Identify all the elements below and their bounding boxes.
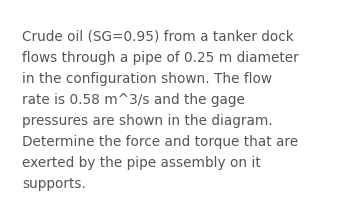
Text: exerted by the pipe assembly on it: exerted by the pipe assembly on it xyxy=(22,155,261,169)
Text: rate is 0.58 m^3/s and the gage: rate is 0.58 m^3/s and the gage xyxy=(22,93,245,106)
Text: pressures are shown in the diagram.: pressures are shown in the diagram. xyxy=(22,113,273,127)
Text: flows through a pipe of 0.25 m diameter: flows through a pipe of 0.25 m diameter xyxy=(22,51,299,65)
Text: Determine the force and torque that are: Determine the force and torque that are xyxy=(22,134,298,148)
Text: supports.: supports. xyxy=(22,176,86,190)
Text: Crude oil (SG=0.95) from a tanker dock: Crude oil (SG=0.95) from a tanker dock xyxy=(22,30,294,44)
Text: in the configuration shown. The flow: in the configuration shown. The flow xyxy=(22,72,272,86)
